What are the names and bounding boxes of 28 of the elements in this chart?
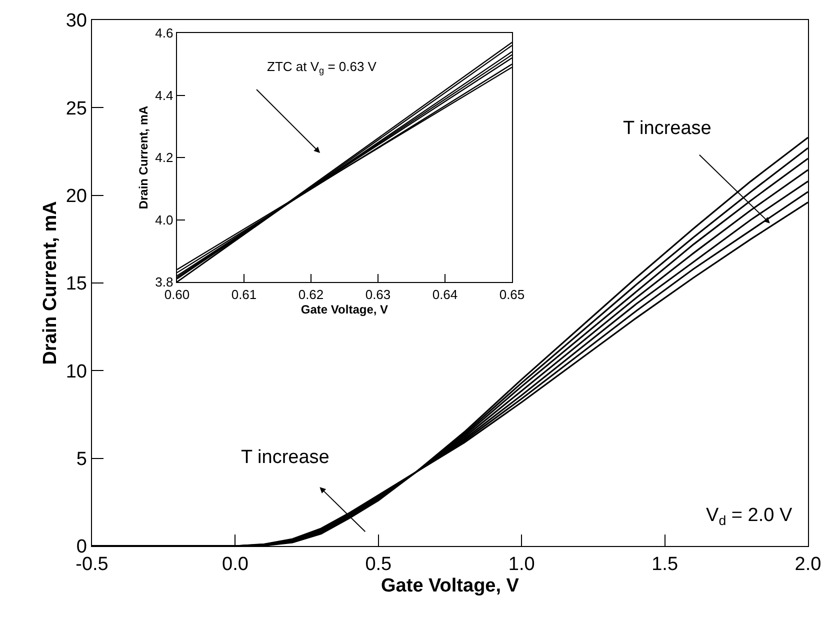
x-axis-title: Gate Voltage, V — [381, 576, 520, 597]
annotation: T increase — [623, 118, 712, 139]
x-tick-label: 1.5 — [652, 554, 678, 575]
y-tick-label: 4.6 — [155, 26, 174, 41]
x-tick-label: 0.62 — [298, 286, 324, 302]
y-tick-label: 4.4 — [155, 88, 174, 103]
x-tick-label: 0.0 — [222, 554, 248, 575]
x-tick-label: 0.5 — [365, 554, 392, 575]
annotation: ZTC at V$_{g}$ = 0.63 V — [267, 59, 377, 76]
y-tick-label: 20 — [66, 186, 87, 207]
y-tick-label: 25 — [66, 98, 87, 120]
annotation: T increase — [241, 447, 330, 468]
y-tick-label: 4.0 — [155, 212, 174, 228]
x-tick-label: 0.61 — [231, 286, 257, 302]
y-tick-label: 5 — [76, 448, 87, 470]
y-axis-title: Drain Current, mA — [136, 106, 151, 210]
x-tick-label: 1.0 — [508, 554, 535, 575]
y-tick-label: 4.2 — [155, 150, 174, 166]
annotation: V$_{d}$ = 2.0 V — [706, 505, 792, 528]
y-tick-label: 10 — [66, 361, 87, 382]
x-tick-label: 0.65 — [499, 286, 525, 302]
y-tick-label: 30 — [66, 10, 87, 32]
x-axis-title: Gate Voltage, V — [300, 302, 388, 317]
y-axis-title: Drain Current, mA — [40, 200, 61, 365]
x-tick-label: 2.0 — [794, 554, 822, 575]
x-tick-label: 0.63 — [365, 286, 391, 302]
y-tick-label: 15 — [66, 274, 87, 295]
x-tick-label: 0.64 — [432, 286, 458, 302]
